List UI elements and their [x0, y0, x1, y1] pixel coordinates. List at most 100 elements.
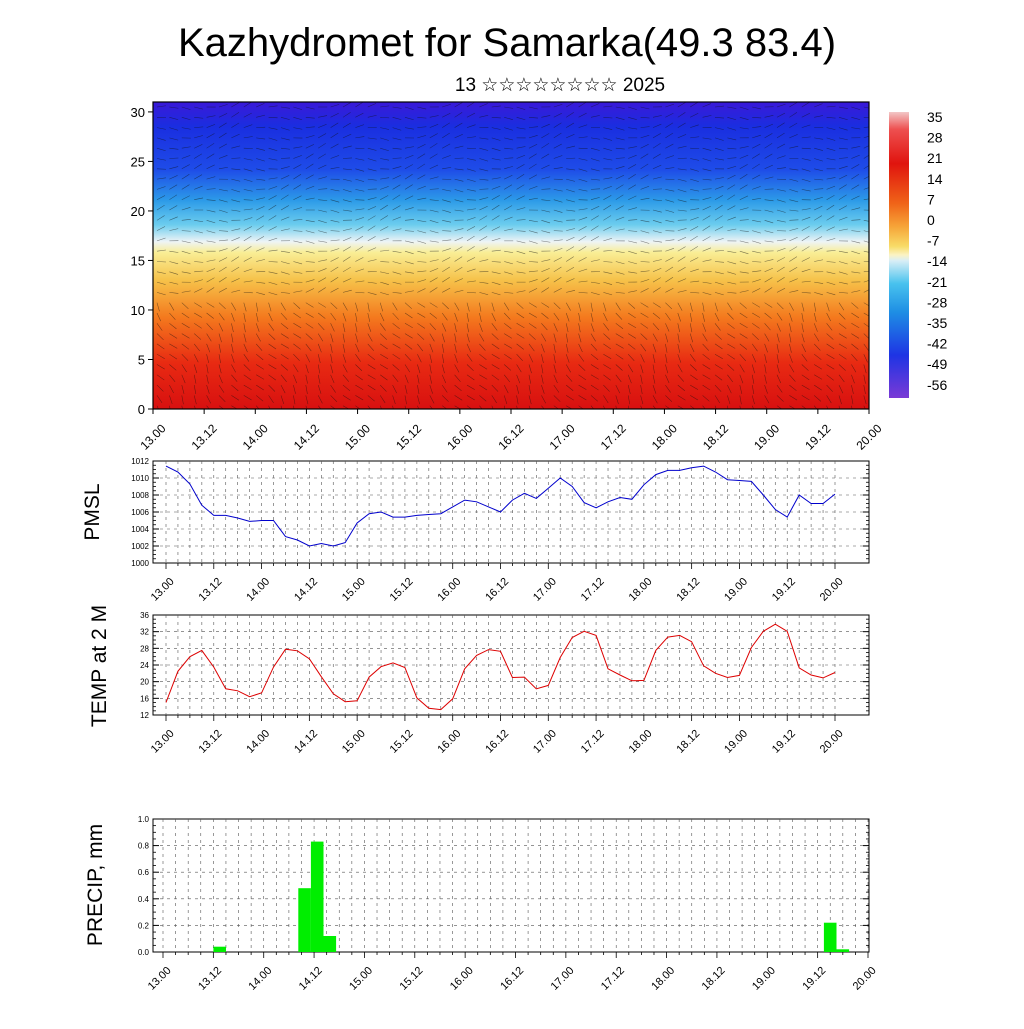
temp-ylabel: TEMP at 2 M	[88, 605, 111, 727]
x-tick-label: 15.00	[340, 576, 368, 604]
x-tick-label: 19.00	[722, 728, 750, 756]
chart-subtitle: 13 ☆☆☆☆☆☆☆☆ 2025	[455, 75, 665, 96]
heatmap-y-tick-label: 20	[131, 204, 145, 219]
precip-bar	[213, 947, 226, 952]
x-tick-label: 16.00	[448, 965, 476, 993]
x-tick-label: 14.12	[292, 576, 320, 604]
x-tick-label: 13.00	[149, 576, 177, 604]
x-tick-label: 13.12	[197, 576, 225, 604]
colorbar-label: -35	[927, 315, 947, 331]
x-tick-label: 16.12	[498, 965, 526, 993]
x-tick-label: 13.12	[196, 965, 224, 993]
x-tick-label: 18.00	[649, 965, 677, 993]
heatmap-x-tick-label: 18.12	[700, 421, 731, 452]
x-tick-label: 16.00	[435, 576, 463, 604]
heatmap-y-tick-label: 0	[138, 402, 145, 417]
y-tick-label: 0.2	[138, 921, 150, 930]
x-tick-label: 18.12	[674, 576, 702, 604]
heatmap-x-tick-label: 17.00	[547, 421, 578, 452]
x-tick-label: 13.00	[146, 965, 174, 993]
colorbar-label: -56	[927, 377, 947, 393]
y-tick-label: 1008	[131, 491, 149, 500]
precip-ylabel: PRECIP, mm	[84, 824, 107, 946]
colorbar-label: 35	[927, 109, 943, 125]
x-tick-label: 14.12	[292, 728, 320, 756]
colorbar-label: -49	[927, 356, 947, 372]
x-tick-label: 16.12	[483, 576, 511, 604]
x-tick-label: 18.12	[700, 965, 728, 993]
x-tick-label: 18.00	[627, 728, 655, 756]
y-tick-label: 20	[140, 678, 149, 687]
y-tick-label: 28	[140, 644, 149, 653]
x-tick-label: 17.12	[579, 576, 607, 604]
pmsl-ylabel: PMSL	[81, 483, 104, 540]
x-tick-label: 17.12	[599, 965, 627, 993]
heatmap-y-tick-label: 5	[138, 352, 145, 367]
precip-bar	[824, 923, 837, 952]
heatmap-x-tick-label: 13.00	[137, 421, 168, 452]
heatmap-x-tick-label: 15.12	[393, 421, 424, 452]
heatmap-y-tick-label: 15	[131, 253, 145, 268]
heatmap-x-tick-label: 16.12	[495, 421, 526, 452]
precip-bar	[311, 842, 324, 952]
x-tick-label: 20.00	[851, 965, 879, 993]
colorbar-label: 28	[927, 130, 943, 146]
x-tick-label: 13.00	[149, 728, 177, 756]
pmsl-grid	[153, 461, 869, 563]
colorbar-label: 7	[927, 191, 935, 207]
y-tick-label: 1002	[131, 542, 149, 551]
y-tick-label: 1006	[131, 508, 149, 517]
x-tick-label: 20.00	[818, 576, 846, 604]
x-tick-label: 17.00	[531, 576, 559, 604]
colorbar-label: -14	[927, 253, 947, 269]
heatmap-x-tick-label: 15.00	[342, 421, 373, 452]
x-tick-label: 13.12	[197, 728, 225, 756]
heatmap-x-tick-label: 16.00	[444, 421, 475, 452]
y-tick-label: 0.8	[138, 842, 150, 851]
x-tick-label: 19.00	[722, 576, 750, 604]
x-tick-label: 14.12	[297, 965, 325, 993]
colorbar	[889, 112, 909, 398]
heatmap-y-tick-label: 25	[131, 154, 145, 169]
x-tick-label: 19.12	[770, 576, 798, 604]
x-tick-label: 14.00	[246, 965, 274, 993]
y-tick-label: 1010	[131, 474, 149, 483]
colorbar-label: -42	[927, 336, 947, 352]
x-tick-label: 19.12	[770, 728, 798, 756]
colorbar-label: 14	[927, 171, 943, 187]
x-tick-label: 15.12	[398, 965, 426, 993]
heatmap-x-tick-label: 19.00	[751, 421, 782, 452]
x-tick-label: 19.00	[750, 965, 778, 993]
temp-grid	[153, 615, 869, 715]
x-tick-label: 17.00	[531, 728, 559, 756]
colorbar-label: -7	[927, 233, 940, 249]
heatmap-x-tick-label: 19.12	[802, 421, 833, 452]
x-tick-label: 20.00	[818, 728, 846, 756]
x-tick-label: 18.12	[674, 728, 702, 756]
y-tick-label: 1004	[131, 525, 149, 534]
precip-bar	[298, 888, 311, 952]
x-tick-label: 19.12	[800, 965, 828, 993]
heatmap-field	[153, 102, 869, 409]
y-tick-label: 0.6	[138, 868, 150, 877]
x-tick-label: 15.12	[388, 576, 416, 604]
heatmap-x-tick-label: 20.00	[853, 421, 884, 452]
heatmap-x-tick-label: 14.12	[291, 421, 322, 452]
heatmap-x-tick-label: 18.00	[649, 421, 680, 452]
y-tick-label: 16	[140, 694, 149, 703]
precip-bars	[213, 842, 849, 952]
x-tick-label: 17.00	[549, 965, 577, 993]
x-tick-label: 15.00	[340, 728, 368, 756]
y-tick-label: 24	[140, 661, 149, 670]
precip-y-axis: 0.00.20.40.60.81.0	[138, 815, 869, 957]
chart-title: Kazhydromet for Samarka(49.3 83.4)	[178, 21, 836, 65]
